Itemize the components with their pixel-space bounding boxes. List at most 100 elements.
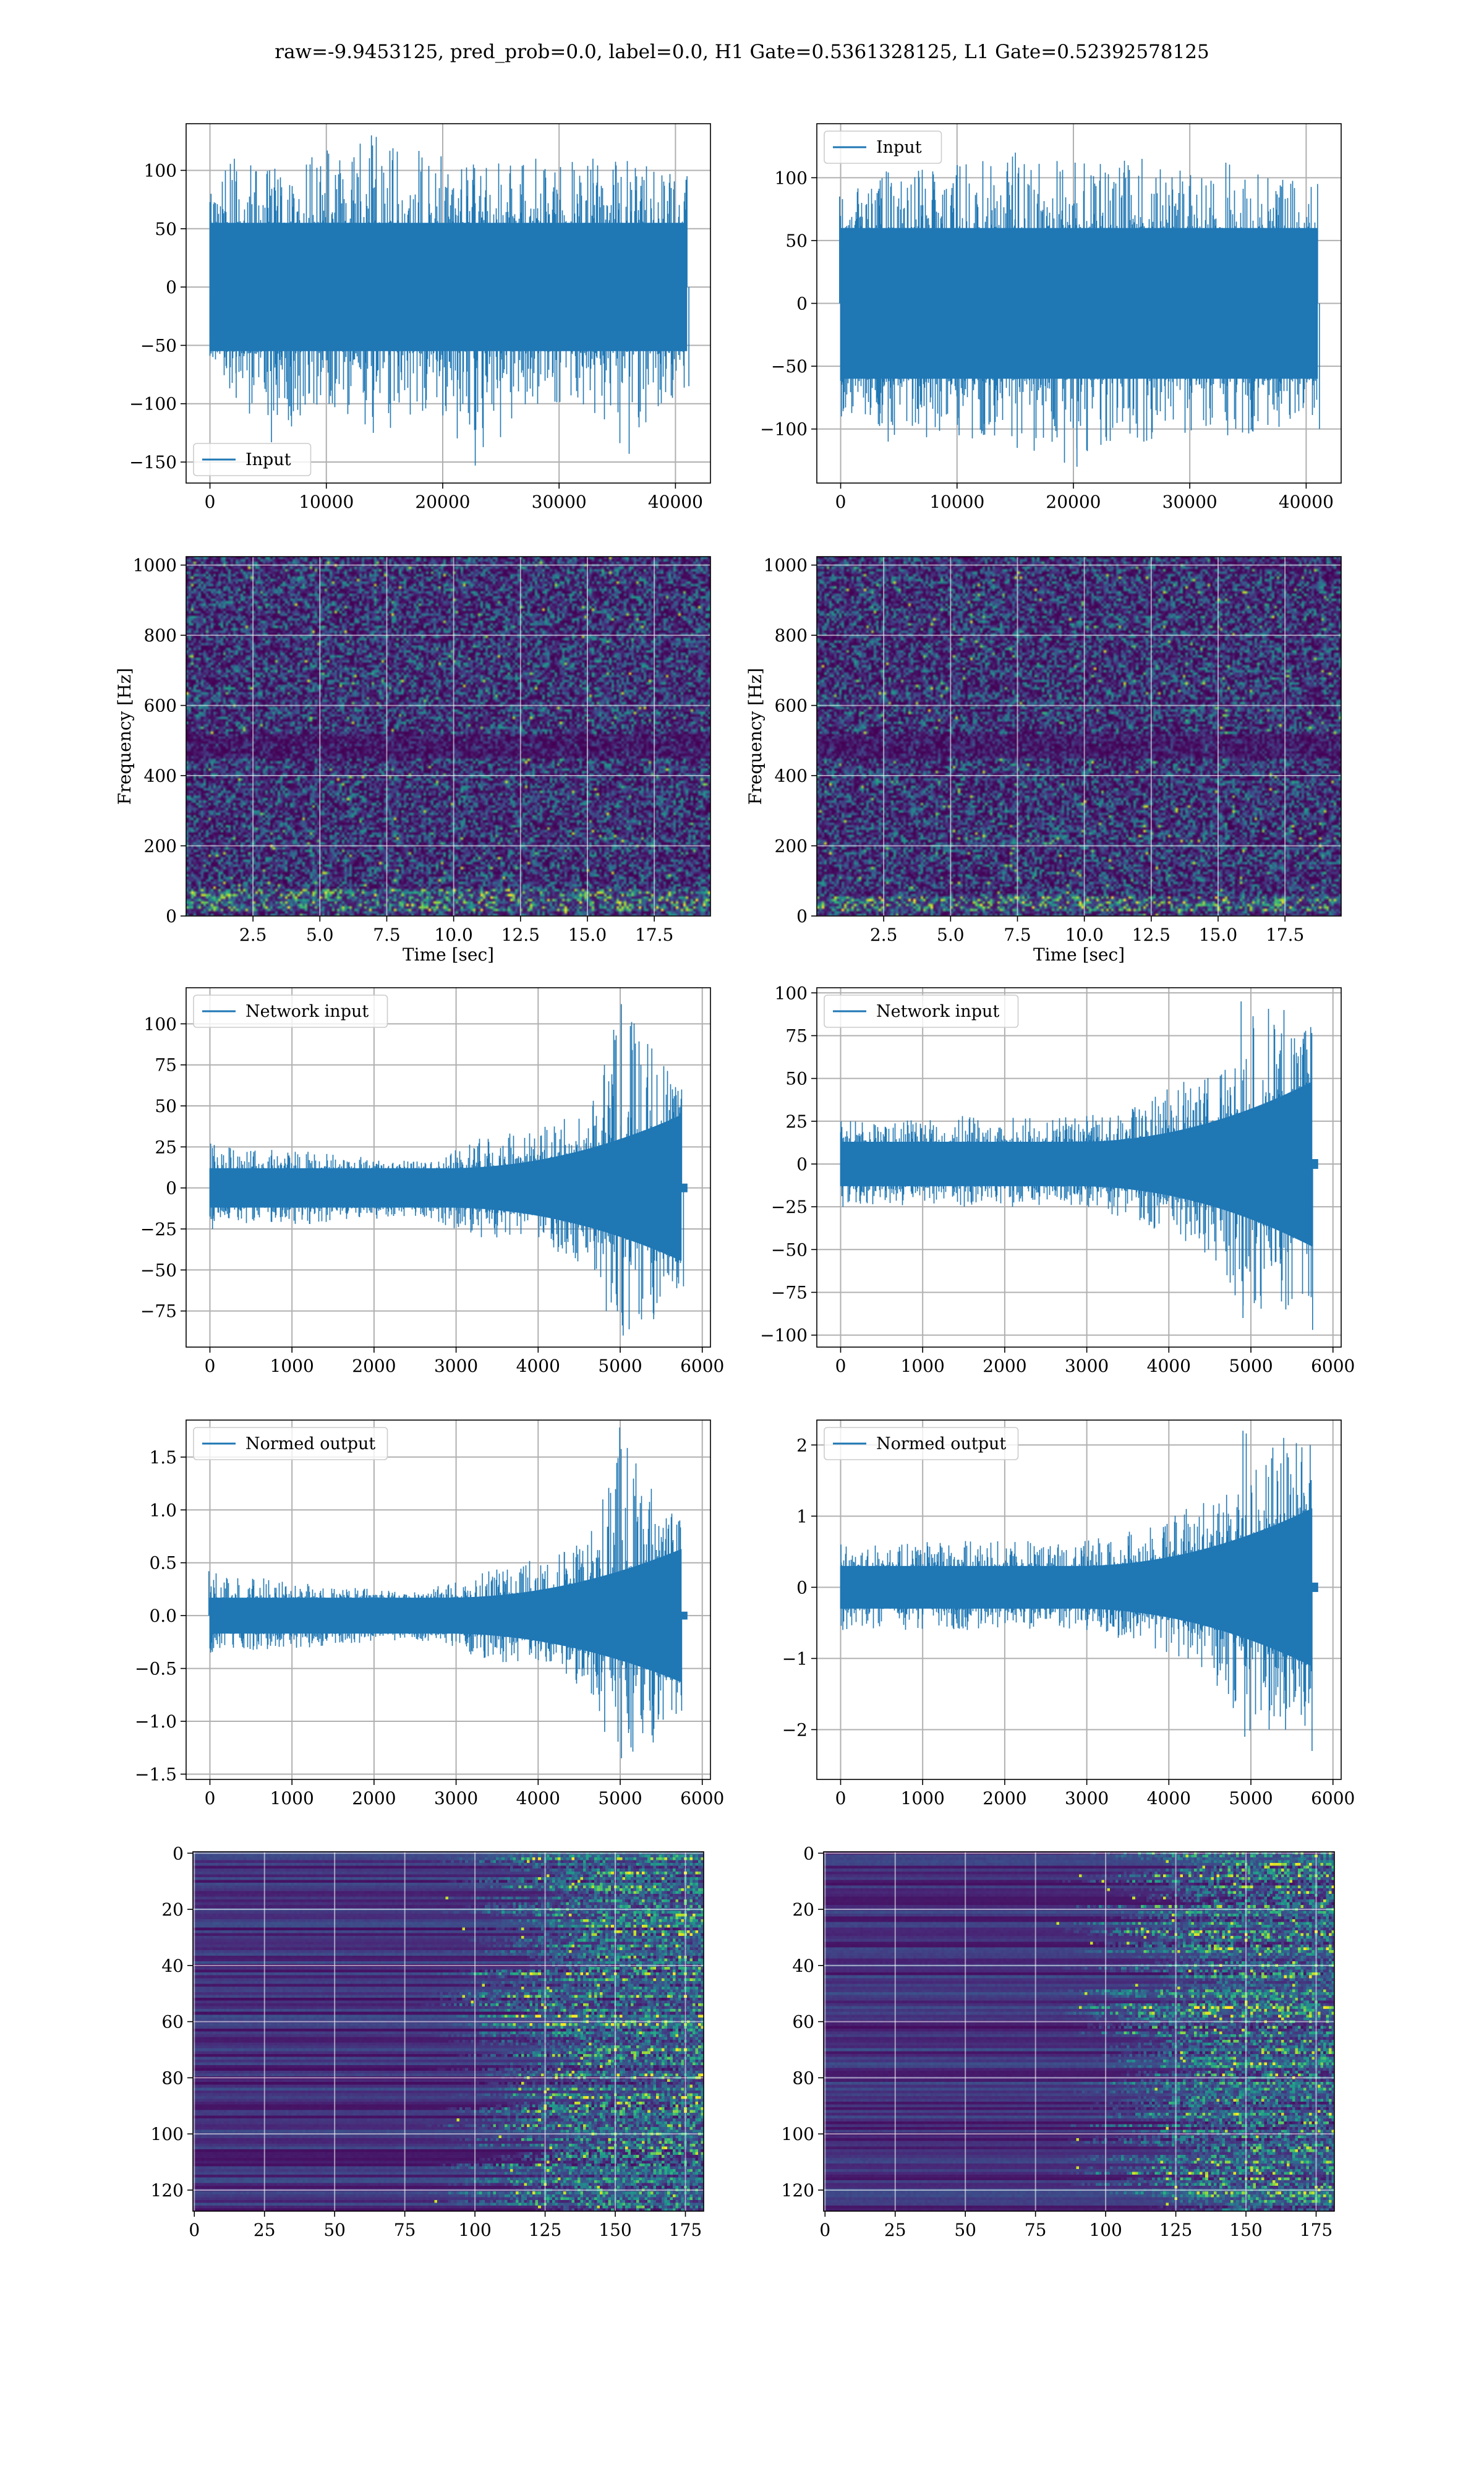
- x-tick-label: 125: [529, 2220, 561, 2240]
- x-tick-label: 1000: [270, 1356, 314, 1376]
- y-tick-label: 1.5: [149, 1447, 177, 1468]
- y-tick-label: 1.0: [149, 1500, 177, 1520]
- chart-l1-network-input: 0 1000 2000 3000 4000 5000 6000 100 75 50 25 0 −25 −5…: [760, 983, 1355, 1376]
- series-tail: [681, 1183, 688, 1192]
- x-tick-label: 15.0: [1199, 925, 1237, 945]
- chart-h1-spectrogram: 2.5 5.0 7.5 10.0 12.5 15.0 17.5 0 200 400 600 800 10…: [114, 555, 711, 965]
- x-tick-label: 40000: [648, 492, 703, 512]
- x-axis-label: Time [sec]: [403, 944, 494, 965]
- series-tail: [1311, 1582, 1318, 1592]
- legend: Input: [824, 131, 942, 164]
- x-tick-label: 2.5: [239, 925, 267, 945]
- y-tick-label: −0.5: [135, 1659, 177, 1679]
- y-tick-label: −100: [760, 1325, 808, 1346]
- y-tick-label: 1000: [133, 555, 177, 576]
- x-tick-label: 5000: [1229, 1788, 1273, 1808]
- x-tick-label: 25: [884, 2220, 906, 2240]
- y-tick-label: 25: [785, 1111, 808, 1132]
- y-tick-label: 800: [775, 625, 808, 646]
- axes-frame: [186, 556, 711, 917]
- y-tick-label: −25: [140, 1219, 177, 1239]
- y-tick-label: 25: [155, 1137, 177, 1157]
- y-tick-label: −1.5: [135, 1764, 177, 1784]
- x-tick-label: 3000: [1065, 1356, 1109, 1376]
- y-tick-label: 0: [166, 906, 177, 927]
- legend: Input: [193, 443, 312, 476]
- x-tick-label: 25: [254, 2220, 276, 2240]
- y-tick-label: 100: [151, 2124, 184, 2144]
- y-tick-label: 60: [792, 2012, 814, 2032]
- x-tick-label: 6000: [680, 1356, 724, 1376]
- legend-label: Network input: [876, 1002, 999, 1021]
- axes-frame: [186, 987, 711, 1348]
- y-tick-label: −1: [782, 1648, 808, 1669]
- x-tick-label: 2.5: [870, 925, 898, 945]
- y-tick-label: 80: [161, 2068, 184, 2088]
- legend-box: [193, 1427, 388, 1460]
- legend-box: [824, 131, 942, 164]
- spectrogram-image: [186, 557, 710, 916]
- y-tick-label: 75: [785, 1025, 808, 1046]
- x-tick-label: 175: [1300, 2220, 1333, 2240]
- legend-box: [824, 995, 1019, 1028]
- y-tick-label: −75: [140, 1301, 177, 1322]
- x-tick-label: 175: [669, 2220, 702, 2240]
- series-line: [840, 1431, 1313, 1751]
- x-tick-label: 5.0: [937, 925, 965, 945]
- spectrogram-image: [817, 557, 1341, 916]
- x-tick-label: 15.0: [568, 925, 607, 945]
- x-tick-label: 6000: [1311, 1356, 1355, 1376]
- x-tick-label: 12.5: [1132, 925, 1171, 945]
- y-tick-label: 100: [144, 1014, 177, 1034]
- chart-h1-normed-output: 0 1000 2000 3000 4000 5000 6000 1.5 1.0 0.5 0.0 −0.…: [135, 1419, 724, 1808]
- x-tick-label: 6000: [680, 1788, 724, 1808]
- legend-box: [193, 443, 312, 476]
- x-tick-label: 125: [1159, 2220, 1192, 2240]
- x-tick-label: 4000: [1147, 1788, 1191, 1808]
- x-tick-label: 10.0: [1065, 925, 1103, 945]
- series-tail: [681, 1611, 688, 1620]
- chart-h1-strain: 0 10000 20000 30000 40000 100 50 0 −50 −100 −150 In…: [129, 123, 711, 512]
- series-line: [208, 1427, 683, 1758]
- y-tick-label: 20: [792, 1899, 814, 1920]
- y-tick-label: −50: [140, 335, 177, 356]
- x-tick-label: 0: [835, 492, 846, 512]
- y-tick-label: 0: [173, 1843, 184, 1864]
- legend-box: [824, 1427, 1019, 1460]
- x-tick-label: 0: [205, 1356, 216, 1376]
- x-tick-label: 75: [394, 2220, 416, 2240]
- x-tick-label: 1000: [901, 1788, 945, 1808]
- x-tick-label: 150: [1229, 2220, 1262, 2240]
- series-line: [839, 152, 1320, 467]
- y-tick-label: 0: [803, 1843, 814, 1864]
- y-tick-label: −100: [760, 419, 808, 440]
- figure-title: raw=-9.9453125, pred_prob=0.0, label=0.0…: [275, 41, 1209, 63]
- x-tick-label: 6000: [1311, 1788, 1355, 1808]
- axes-frame: [816, 556, 1342, 917]
- y-tick-label: −25: [771, 1197, 808, 1217]
- legend-label: Input: [876, 138, 922, 157]
- x-tick-label: 0: [205, 1788, 216, 1808]
- y-tick-label: 40: [792, 1956, 814, 1976]
- y-tick-label: 0.0: [149, 1606, 177, 1626]
- y-axis-label: Frequency [Hz]: [745, 668, 765, 805]
- x-tick-label: 50: [323, 2220, 346, 2240]
- x-tick-label: 10000: [299, 492, 354, 512]
- x-tick-label: 5.0: [306, 925, 334, 945]
- x-tick-label: 10.0: [434, 925, 472, 945]
- chart-h1-feature-map: 0 25 50 75 100 125 150 175 0 20 40 60 80 100 120: [151, 1843, 704, 2240]
- x-tick-label: 3000: [434, 1356, 478, 1376]
- y-tick-label: 100: [782, 2124, 814, 2144]
- x-tick-label: 20000: [415, 492, 470, 512]
- chart-l1-feature-map: 0 25 50 75 100 125 150 175 0 20 40 60 80 100 120: [782, 1843, 1335, 2240]
- chart-l1-normed-output: 0 1000 2000 3000 4000 5000 6000 2 1 0 −1 −2 Normed o…: [782, 1419, 1355, 1808]
- x-tick-label: 5000: [598, 1788, 642, 1808]
- x-tick-label: 4000: [1147, 1356, 1191, 1376]
- y-tick-label: 800: [144, 625, 177, 646]
- y-tick-label: 120: [151, 2180, 184, 2201]
- y-tick-label: 600: [775, 696, 808, 716]
- series-line: [209, 1004, 684, 1336]
- x-tick-label: 0: [189, 2220, 200, 2240]
- axes-frame: [186, 123, 711, 484]
- x-axis-label: Time [sec]: [1033, 944, 1125, 965]
